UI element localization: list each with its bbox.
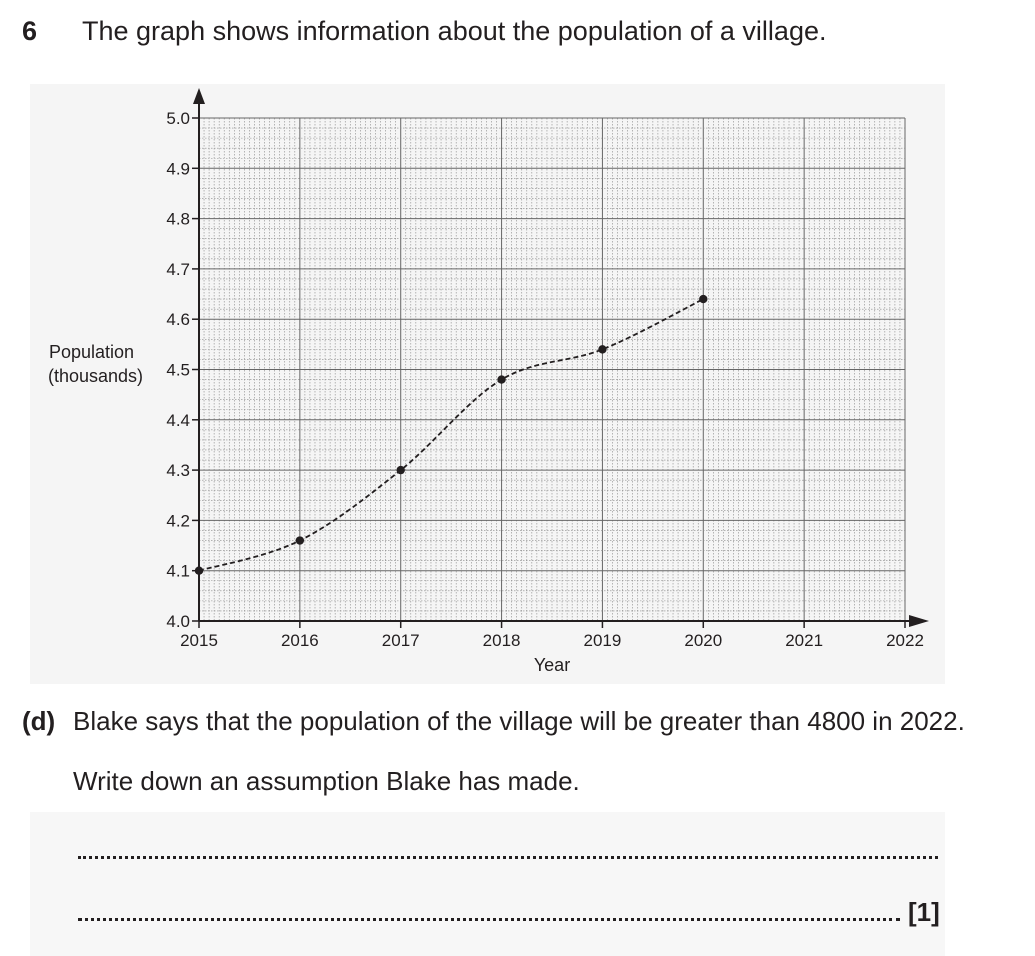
part-d-instruction: Write down an assumption Blake has made. xyxy=(73,766,580,796)
y-axis-label: Population (thousands) xyxy=(48,342,143,386)
y-tick-label: 4.2 xyxy=(166,511,190,530)
y-tick-label: 4.5 xyxy=(166,361,190,380)
y-tick-label: 4.7 xyxy=(166,260,190,279)
x-axis-arrow xyxy=(909,615,929,627)
x-tick-label: 2018 xyxy=(483,631,521,650)
x-tick-label: 2022 xyxy=(886,631,924,650)
y-tick-label: 4.1 xyxy=(166,562,190,581)
y-tick-label: 4.0 xyxy=(166,612,190,631)
question-number: 6 xyxy=(22,16,38,46)
x-tick-label: 2021 xyxy=(785,631,823,650)
y-tick-label: 4.4 xyxy=(166,411,190,430)
x-tick-label: 2015 xyxy=(180,631,218,650)
x-axis-label: Year xyxy=(534,655,570,675)
y-tick-label: 5.0 xyxy=(166,109,190,128)
population-chart: 4.0 4.1 4.2 4.3 4.4 4.5 4.6 4.7 4.8 4.9 5.0 2015 201… xyxy=(48,88,929,675)
x-tick-label: 2019 xyxy=(584,631,622,650)
data-point xyxy=(295,536,305,545)
x-tick-label: 2016 xyxy=(281,631,319,650)
data-point xyxy=(699,294,708,304)
part-d-label: (d) xyxy=(22,706,56,736)
x-tick-label: 2020 xyxy=(684,631,722,650)
y-tick-label: 4.3 xyxy=(166,461,190,480)
data-point xyxy=(194,566,204,575)
data-point xyxy=(497,375,506,384)
answer-line-2[interactable] xyxy=(78,918,900,921)
answer-area xyxy=(30,812,945,956)
y-axis-arrow xyxy=(193,88,205,104)
y-tick-label: 4.8 xyxy=(166,210,190,229)
marks-label: [1] xyxy=(908,897,940,927)
data-point xyxy=(598,345,607,354)
data-point xyxy=(396,465,405,475)
answer-line-1[interactable] xyxy=(78,856,938,859)
y-tick-label: 4.9 xyxy=(166,159,190,178)
x-tick-label: 2017 xyxy=(382,631,420,650)
part-d-text: Blake says that the population of the vi… xyxy=(73,706,965,736)
y-tick-label: 4.6 xyxy=(166,310,190,329)
series-line xyxy=(198,298,704,572)
graph-area: 4.0 4.1 4.2 4.3 4.4 4.5 4.6 4.7 4.8 4.9 5.0 2015 201… xyxy=(30,84,945,684)
question-text: The graph shows information about the po… xyxy=(82,16,827,46)
